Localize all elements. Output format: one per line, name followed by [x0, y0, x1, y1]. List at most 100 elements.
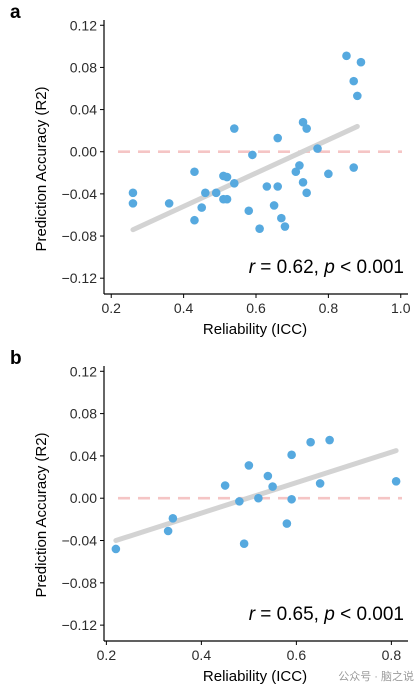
data-point	[268, 482, 277, 491]
regression-fit-line-a	[130, 123, 360, 233]
x-tick-label: 0.6	[287, 647, 307, 663]
x-axis-title-b: Reliability (ICC)	[203, 668, 307, 685]
data-point	[349, 76, 359, 86]
data-point	[248, 150, 257, 160]
x-tick-label: 0.2	[97, 647, 117, 663]
y-tick-label: 0.00	[70, 490, 97, 506]
panel-letter-a: a	[10, 2, 21, 23]
data-point	[197, 203, 207, 212]
data-point	[325, 435, 334, 445]
data-point	[306, 437, 315, 447]
x-tick-label: 0.8	[382, 647, 402, 663]
data-point	[295, 161, 304, 170]
data-point	[163, 526, 173, 536]
correlation-annotation-a: r = 0.62, p < 0.001	[249, 257, 404, 278]
watermark-text: 公众号 · 脑之说	[338, 669, 414, 683]
data-point	[222, 194, 232, 204]
panel-b: b 0.12 0.08 0.04 0.00 −0.04 −0.08 −0.12 0.2 0.4…	[10, 348, 408, 685]
y-tick-label: −0.04	[62, 533, 98, 549]
y-tick-label: 0.08	[70, 59, 97, 75]
x-tick-label: 0.6	[246, 300, 266, 316]
data-point	[263, 471, 273, 481]
y-tick-label: −0.12	[62, 270, 98, 286]
y-axis-ticks-b: 0.12 0.08 0.04 0.00 −0.04 −0.08 −0.12	[62, 363, 104, 633]
data-point	[190, 215, 199, 225]
x-axis-ticks-b: 0.2 0.4 0.6 0.8	[97, 641, 402, 663]
x-axis-ticks-a: 0.2 0.4 0.6 0.8 1.0	[102, 294, 411, 316]
data-point	[269, 201, 279, 210]
y-tick-label: 0.12	[70, 363, 97, 379]
data-point	[280, 222, 290, 231]
y-tick-label: 0.12	[70, 17, 97, 33]
y-tick-label: −0.08	[62, 228, 98, 244]
y-tick-label: 0.08	[70, 406, 97, 422]
x-tick-label: 0.4	[174, 300, 194, 316]
data-point	[324, 169, 333, 179]
x-tick-label: 0.4	[192, 647, 212, 663]
data-point	[239, 539, 249, 548]
x-tick-label: 1.0	[391, 300, 411, 316]
p-symbol-a: p	[323, 257, 335, 278]
data-point	[111, 544, 121, 554]
data-point	[254, 493, 263, 503]
data-point	[201, 188, 210, 198]
data-point	[273, 182, 283, 191]
data-points-b	[111, 435, 401, 554]
data-point	[235, 497, 244, 506]
data-point	[244, 206, 254, 216]
data-point	[222, 172, 232, 182]
data-point	[229, 124, 239, 133]
y-tick-label: 0.00	[70, 144, 97, 160]
p-symbol-b: p	[323, 604, 335, 625]
p-value-b: < 0.001	[335, 604, 404, 625]
x-axis-title-a: Reliability (ICC)	[203, 321, 307, 338]
data-point	[291, 167, 301, 177]
data-point	[128, 188, 138, 198]
panel-a: a 0.12 0.08 0.04 0.00 −0.04 −0.08 −0.12 0.2 0.4…	[10, 2, 411, 338]
r-symbol-b: r	[249, 604, 256, 625]
correlation-annotation-b: r = 0.65, p < 0.001	[249, 604, 404, 625]
y-tick-label: −0.12	[62, 617, 98, 633]
y-axis-ticks-a: 0.12 0.08 0.04 0.00 −0.04 −0.08 −0.12	[62, 17, 104, 286]
data-point	[229, 179, 239, 188]
x-tick-label: 0.8	[319, 300, 339, 316]
r-value-a: = 0.62,	[255, 257, 324, 278]
data-point	[220, 481, 230, 490]
y-axis-title-a: Prediction Accuracy (R2)	[33, 86, 50, 251]
data-point	[277, 213, 286, 223]
x-tick-label: 0.2	[102, 300, 122, 316]
data-point	[298, 177, 308, 187]
data-point	[211, 188, 221, 198]
p-value-a: < 0.001	[335, 257, 404, 278]
y-tick-label: 0.04	[70, 448, 97, 464]
data-point	[391, 476, 401, 486]
data-point	[273, 133, 283, 143]
data-point	[313, 144, 322, 153]
data-point	[349, 163, 359, 172]
data-point	[302, 188, 311, 198]
data-point	[298, 117, 308, 127]
data-point	[190, 167, 199, 177]
data-points-a	[128, 51, 366, 233]
panel-letter-b: b	[10, 348, 22, 369]
y-tick-label: −0.04	[62, 186, 98, 202]
data-point	[244, 461, 254, 470]
data-point	[353, 91, 362, 101]
data-point	[315, 479, 325, 488]
data-point	[287, 494, 296, 504]
data-point	[164, 199, 174, 208]
y-tick-label: 0.04	[70, 102, 97, 118]
data-point	[262, 182, 272, 191]
y-axis-title-b: Prediction Accuracy (R2)	[33, 432, 50, 597]
data-point	[342, 51, 351, 61]
data-point	[282, 519, 292, 528]
data-point	[128, 199, 138, 208]
data-point	[168, 514, 178, 523]
data-point	[356, 57, 366, 67]
y-tick-label: −0.08	[62, 575, 98, 591]
r-value-b: = 0.65,	[255, 604, 324, 625]
data-point	[255, 224, 264, 233]
data-point	[287, 450, 296, 460]
data-point	[302, 124, 311, 133]
